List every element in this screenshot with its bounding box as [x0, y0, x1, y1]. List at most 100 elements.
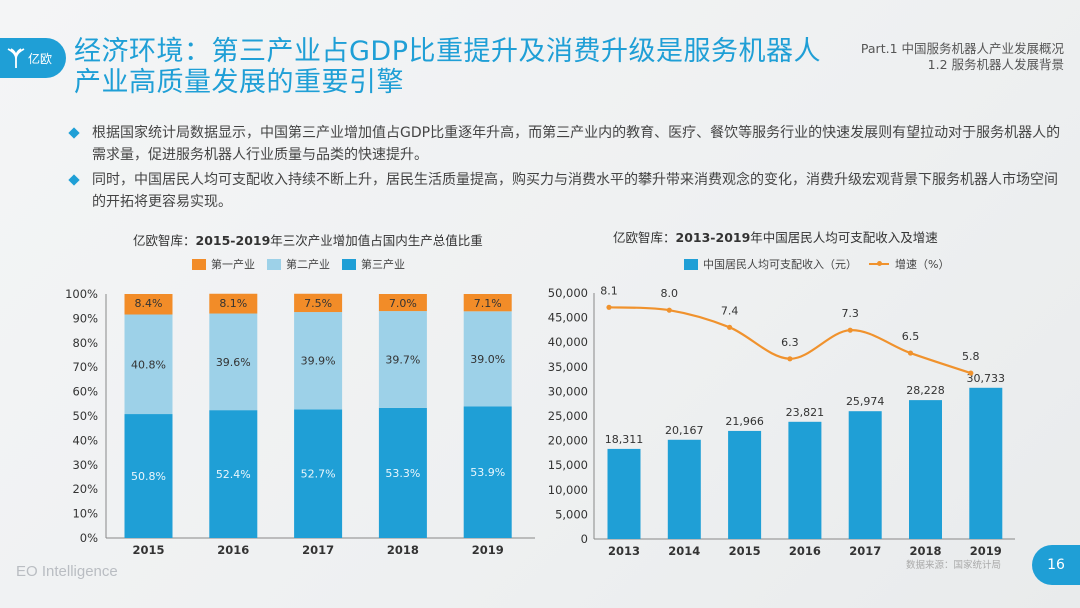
logo: 亿欧	[0, 38, 66, 78]
bar-value-label: 28,228	[906, 384, 945, 397]
bullet-item: 根据国家统计局数据显示，中国第三产业增加值占GDP比重逐年升高，而第三产业内的教…	[66, 122, 1066, 166]
chart2-legend: 中国居民人均可支配收入（元） 增速（%）	[684, 256, 961, 272]
data-label: 7.1%	[474, 297, 502, 310]
y-tick-label: 40,000	[548, 335, 588, 349]
y-tick-label: 35,000	[548, 360, 588, 374]
bar-segment	[378, 294, 427, 312]
x-tick-label: 2019	[472, 543, 504, 557]
chart2-title-years: 2013-2019	[675, 230, 751, 245]
chart1-title-prefix: 亿欧智库：	[133, 233, 196, 248]
y-tick-label: 45,000	[548, 311, 588, 325]
growth-value-label: 7.4	[721, 304, 739, 317]
bar-value-label: 18,311	[605, 433, 644, 446]
x-tick-label: 2018	[387, 543, 419, 557]
bar-segment	[124, 294, 173, 315]
legend-line-marker	[869, 261, 889, 266]
legend-label: 第二产业	[286, 258, 330, 271]
bar-segment	[463, 294, 512, 312]
bullet-text: 同时，中国居民人均可支配收入持续不断上升，居民生活质量提高，购买力与消费水平的攀…	[92, 172, 1058, 210]
chart1-title: 亿欧智库：2015-2019年三次产业增加值占国内生产总值比重	[133, 230, 483, 249]
chart1-title-years: 2015-2019	[195, 233, 271, 248]
data-label: 39.6%	[216, 356, 251, 369]
y-tick-label: 25,000	[548, 409, 588, 423]
data-source: 数据来源：国家统计局	[906, 560, 1002, 571]
growth-point	[847, 327, 853, 333]
x-tick-label: 2019	[970, 544, 1002, 558]
legend-item: 第一产业	[192, 256, 255, 272]
legend-label: 增速（%）	[895, 258, 950, 271]
y-tick-label: 90%	[72, 311, 98, 325]
data-label: 39.0%	[470, 353, 505, 366]
bar-segment	[463, 311, 512, 407]
legend-label: 第三产业	[361, 258, 405, 271]
data-label: 39.9%	[301, 355, 336, 368]
title-line-1: 经济环境：第三产业占GDP比重提升及消费升级是服务机器人	[74, 36, 821, 67]
section-label: Part.1 中国服务机器人产业发展概况 1.2 服务机器人发展背景	[861, 41, 1064, 73]
chart2-title-rest: 年中国居民人均可支配收入及增速	[750, 230, 938, 245]
y-tick-label: 40%	[72, 433, 98, 447]
bar-segment	[294, 312, 343, 410]
bar-segment	[294, 409, 343, 538]
subsection-label: 1.2 服务机器人发展背景	[927, 57, 1064, 72]
title-line-2: 产业高质量发展的重要引擎	[74, 67, 404, 98]
data-label: 50.8%	[131, 470, 166, 483]
bar-segment	[378, 311, 427, 408]
bar-value-label: 30,733	[967, 372, 1006, 385]
bar-value-label: 23,821	[786, 406, 825, 419]
legend-swatch	[192, 258, 206, 270]
legend-item: 增速（%）	[869, 256, 949, 272]
legend-item: 第二产业	[267, 256, 330, 272]
growth-value-label: 6.3	[781, 336, 799, 349]
logo-text: 亿欧	[28, 51, 53, 66]
y-tick-label: 60%	[72, 385, 98, 399]
y-tick-label: 0	[581, 532, 588, 546]
legend-swatch	[267, 258, 281, 270]
part-label: Part.1 中国服务机器人产业发展概况	[860, 41, 1064, 56]
bullet-list: 根据国家统计局数据显示，中国第三产业增加值占GDP比重逐年升高，而第三产业内的教…	[66, 122, 1066, 216]
growth-value-label: 8.0	[661, 287, 679, 300]
data-label: 53.3%	[385, 467, 420, 480]
growth-value-label: 5.8	[962, 350, 980, 363]
y-tick-label: 50%	[72, 409, 98, 423]
x-tick-label: 2017	[849, 544, 881, 558]
data-label: 8.1%	[219, 297, 247, 310]
growth-point	[907, 350, 914, 356]
bar-segment	[209, 410, 258, 538]
bar	[909, 400, 942, 539]
data-label: 52.4%	[216, 468, 251, 481]
bar-value-label: 20,167	[665, 424, 704, 437]
y-tick-label: 30,000	[548, 384, 588, 398]
y-tick-label: 20%	[72, 482, 98, 496]
bullet-item: 同时，中国居民人均可支配收入持续不断上升，居民生活质量提高，购买力与消费水平的攀…	[66, 169, 1066, 213]
bar	[607, 448, 641, 539]
y-tick-label: 15,000	[548, 458, 588, 472]
growth-point	[787, 356, 793, 362]
data-label: 39.7%	[385, 354, 420, 367]
bar	[667, 439, 701, 539]
bar-segment	[124, 414, 173, 538]
page-number: 16	[1032, 545, 1080, 585]
data-label: 53.9%	[470, 466, 505, 479]
bar	[728, 430, 762, 539]
growth-value-label: 6.5	[902, 330, 920, 343]
y-tick-label: 70%	[72, 360, 98, 374]
x-tick-label: 2016	[217, 543, 249, 557]
y-tick-label: 50,000	[548, 286, 588, 300]
bar	[969, 387, 1003, 539]
legend-label: 第一产业	[211, 258, 255, 271]
bar-value-label: 25,974	[846, 395, 885, 408]
growth-value-label: 7.3	[841, 307, 859, 320]
x-tick-label: 2018	[909, 544, 941, 558]
data-label: 52.7%	[301, 468, 336, 481]
bar-value-label: 21,966	[725, 415, 764, 428]
growth-point	[666, 307, 672, 313]
growth-value-label: 8.1	[600, 284, 618, 297]
bar-segment	[294, 293, 343, 313]
y-tick-label: 100%	[65, 287, 98, 301]
bar	[848, 411, 882, 539]
growth-point	[968, 370, 974, 376]
x-tick-label: 2015	[729, 544, 761, 558]
data-label: 8.4%	[135, 297, 163, 310]
